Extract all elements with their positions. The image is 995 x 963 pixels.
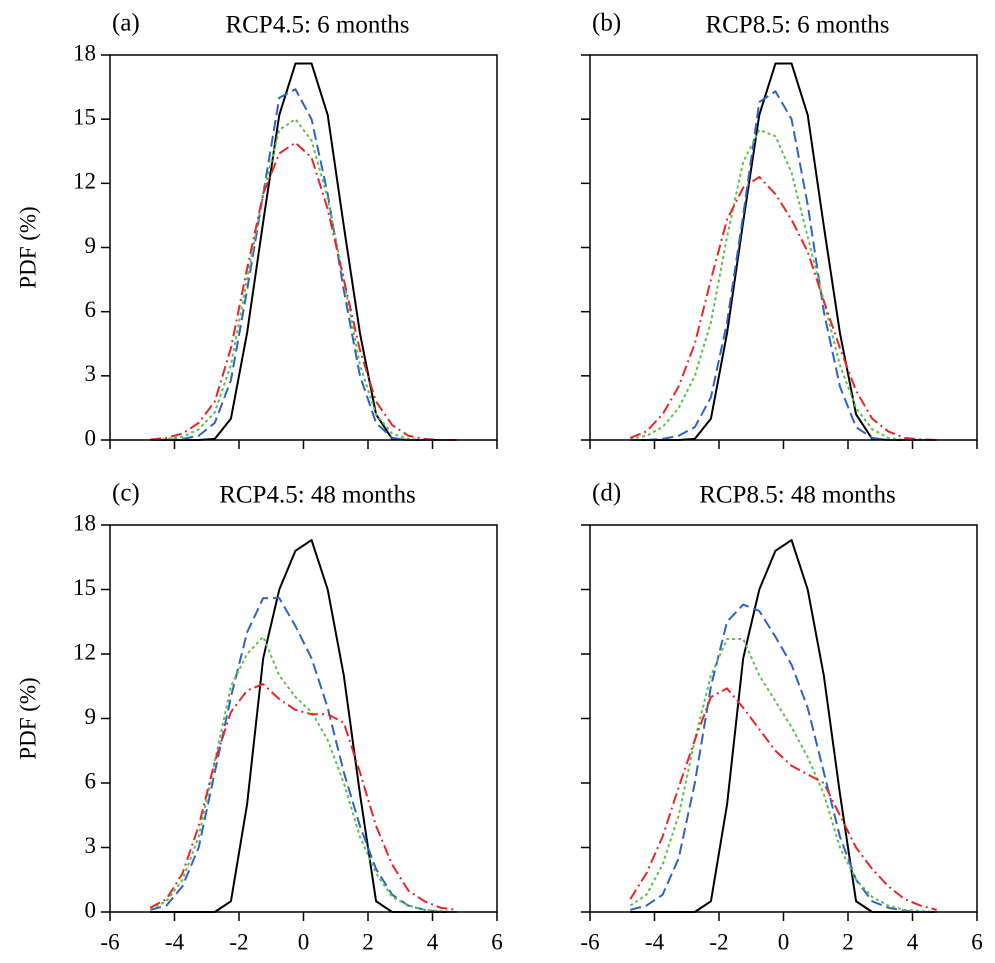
x-tick-label: -2 bbox=[229, 929, 248, 954]
x-tick-label: 6 bbox=[491, 929, 503, 954]
data-line bbox=[630, 539, 937, 913]
panel-label: (b) bbox=[592, 10, 621, 37]
panel-label: (c) bbox=[112, 480, 140, 507]
y-tick-label: 6 bbox=[85, 297, 97, 322]
data-line bbox=[150, 88, 457, 441]
data-line bbox=[149, 635, 457, 913]
data-line bbox=[150, 141, 457, 441]
x-tick-label: 2 bbox=[362, 929, 374, 954]
y-tick-label: 12 bbox=[73, 169, 96, 194]
y-tick-label: 18 bbox=[73, 40, 96, 65]
panel-label: (d) bbox=[592, 480, 621, 507]
y-tick-label: 9 bbox=[85, 704, 97, 729]
data-line bbox=[629, 175, 937, 441]
panel-label: (a) bbox=[112, 10, 140, 37]
panel-title: RCP4.5: 6 months bbox=[225, 12, 409, 39]
x-tick-label: -6 bbox=[580, 929, 599, 954]
y-tick-label: 3 bbox=[85, 361, 97, 386]
plot-frame bbox=[109, 54, 498, 441]
x-tick-label: 4 bbox=[907, 929, 919, 954]
y-tick-label: 18 bbox=[73, 510, 96, 535]
x-tick-label: 4 bbox=[427, 929, 439, 954]
y-tick-label: 6 bbox=[85, 768, 97, 793]
x-tick-label: 2 bbox=[842, 929, 854, 954]
y-tick-label: 15 bbox=[73, 104, 96, 129]
y-tick-label: 12 bbox=[73, 639, 96, 664]
y-tick-label: 0 bbox=[85, 425, 97, 450]
y-tick-label: 0 bbox=[85, 897, 97, 922]
panel: (d) RCP8.5: 48 months -6 -4 -2 0 2 4 6 bbox=[580, 480, 982, 955]
data-line bbox=[629, 687, 937, 911]
data-line bbox=[149, 683, 457, 911]
y-tick-label: 15 bbox=[73, 575, 96, 600]
panel-title: RCP8.5: 48 months bbox=[699, 482, 896, 509]
x-tick-label: -4 bbox=[165, 929, 185, 954]
data-line bbox=[150, 597, 457, 913]
data-line bbox=[629, 637, 937, 913]
data-line bbox=[630, 90, 937, 441]
y-axis-label: PDF (%) bbox=[15, 677, 40, 759]
y-axis-label: PDF (%) bbox=[15, 206, 40, 288]
x-tick-label: 0 bbox=[778, 929, 790, 954]
data-line bbox=[150, 539, 457, 913]
plot-frame bbox=[589, 524, 978, 913]
y-tick-label: 3 bbox=[85, 833, 97, 858]
y-tick-label: 9 bbox=[85, 233, 97, 258]
panel-title: RCP8.5: 6 months bbox=[705, 12, 889, 39]
data-line bbox=[630, 128, 937, 441]
panel: (c) RCP4.5: 48 months PDF (%) 0 3 6 9 12 15 18 -6 -… bbox=[15, 480, 502, 955]
data-line bbox=[150, 118, 457, 441]
data-line bbox=[150, 62, 457, 441]
x-tick-label: 0 bbox=[298, 929, 310, 954]
plot-frame bbox=[109, 524, 498, 913]
plot-frame bbox=[589, 54, 978, 441]
data-line bbox=[630, 62, 937, 441]
x-tick-label: -2 bbox=[709, 929, 728, 954]
data-line bbox=[630, 603, 937, 913]
x-tick-label: -4 bbox=[645, 929, 665, 954]
panel-title: RCP4.5: 48 months bbox=[219, 482, 416, 509]
panel: (b) RCP8.5: 6 months bbox=[581, 10, 978, 449]
x-tick-label: -6 bbox=[100, 929, 119, 954]
panel: (a) RCP4.5: 6 months PDF (%) 0 3 6 9 12 15 18 bbox=[15, 10, 498, 450]
x-tick-label: 6 bbox=[971, 929, 983, 954]
